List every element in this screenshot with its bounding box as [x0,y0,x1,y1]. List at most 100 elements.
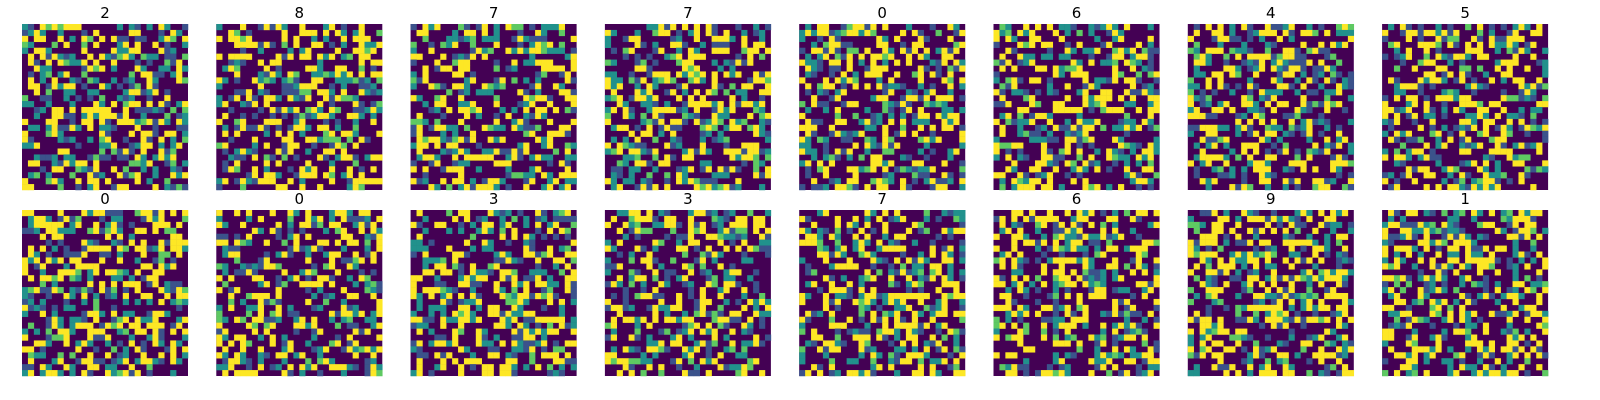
image-pixel [1494,47,1501,54]
image-pixel [1094,101,1101,108]
image-pixel [499,251,506,258]
image-pixel [894,210,901,217]
image-pixel [888,160,895,167]
image-pixel [45,275,52,282]
image-pixel [570,95,577,102]
image-pixel [564,172,571,179]
image-pixel [1441,53,1448,60]
image-pixel [1306,107,1313,114]
image-pixel [240,239,247,246]
image-pixel [634,65,641,72]
image-pixel [222,77,229,84]
image-pixel [1123,112,1131,120]
image-pixel [1482,53,1490,60]
image-pixel [1488,77,1495,84]
image-pixel [870,154,877,161]
image-pixel [1494,65,1501,72]
image-pixel [1064,95,1071,102]
image-pixel [616,304,623,312]
image-pixel [799,101,806,108]
image-pixel [1465,160,1472,167]
image-pixel [929,178,936,185]
image-pixel [805,118,812,126]
image-pixel [1064,107,1071,114]
image-pixel [1247,53,1254,60]
image-pixel [929,251,936,258]
image-pixel [352,293,359,300]
image-pixel [523,275,530,282]
image-pixel [1423,172,1430,179]
image-pixel [99,112,106,120]
image-pixel [27,29,35,37]
image-pixel [57,136,64,143]
image-pixel [570,281,577,288]
image-pixel [811,221,818,229]
image-pixel [69,53,76,60]
image-pixel [1294,154,1301,161]
image-pixel [699,124,706,131]
image-pixel [959,65,966,72]
image-pixel [523,95,530,102]
image-pixel [1447,35,1454,43]
image-pixel [1393,148,1401,155]
image-pixel [469,310,477,317]
image-pixel [110,316,118,323]
image-pixel [105,107,112,114]
image-pixel [440,136,447,143]
image-pixel [134,358,141,365]
image-pixel [416,118,423,126]
image-pixel [340,298,347,306]
image-pixel [888,275,895,282]
image-pixel [634,124,641,131]
image-pixel [1382,172,1389,179]
image-pixel [1506,118,1513,126]
image-pixel [170,71,177,78]
image-pixel [741,340,748,347]
image-pixel [1147,107,1154,114]
image-pixel [452,328,459,335]
image-pixel [170,172,177,179]
image-pixel [328,71,336,78]
image-pixel [646,184,653,191]
image-pixel [610,281,618,288]
image-pixel [128,95,135,102]
image-pixel [323,89,330,96]
image-pixel [287,245,294,252]
image-pixel [505,184,512,191]
image-pixel [352,178,359,185]
image-pixel [699,269,706,276]
image-pixel [257,364,264,371]
image-pixel [816,184,824,191]
image-pixel [269,112,276,120]
image-pixel [176,101,183,108]
image-pixel [269,298,276,306]
image-pixel [346,340,353,347]
image-pixel [610,316,618,323]
image-pixel [463,112,471,120]
image-pixel [434,257,441,264]
image-pixel [1029,35,1036,43]
image-pixel [376,107,383,114]
image-pixel [158,210,165,217]
image-pixel [1405,29,1412,37]
image-pixel [646,24,653,31]
image-pixel [1270,172,1277,179]
image-pixel [51,112,58,120]
image-pixel [558,83,565,90]
image-pixel [834,118,841,126]
image-pixel [717,130,724,137]
image-pixel [487,136,494,143]
image-pixel [340,77,347,84]
image-pixel [51,370,58,377]
image-pixel [1223,160,1230,167]
image-pixel [622,210,629,217]
image-pixel [670,77,677,84]
image-pixel [705,166,712,173]
image-pixel [640,41,647,48]
image-pixel [664,160,671,167]
image-pixel [741,95,748,102]
image-pixel [110,221,118,229]
image-pixel [735,269,742,276]
image-pixel [1229,166,1236,173]
image-pixel [1153,47,1160,54]
